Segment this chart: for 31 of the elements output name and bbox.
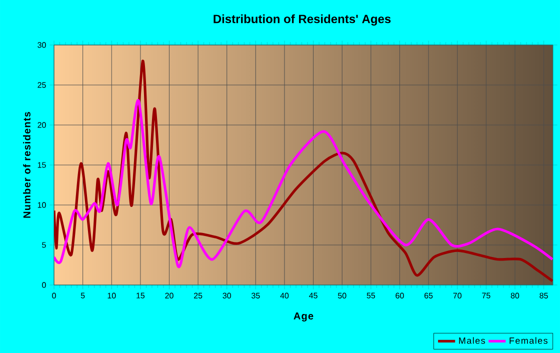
x-tick-label: 60 (396, 292, 404, 298)
y-tick-label: 15 (38, 162, 46, 168)
x-tick-label: 35 (252, 292, 260, 298)
x-tick-label: 40 (280, 292, 289, 298)
x-tick-label: 15 (136, 292, 145, 298)
legend-label: Males (459, 337, 485, 344)
y-tick-label: 20 (38, 122, 46, 128)
y-axis-title: Number of residents (23, 112, 30, 218)
y-tick-label: 25 (38, 82, 46, 88)
x-tick-label: 70 (453, 292, 462, 298)
line-series (54, 100, 553, 268)
y-tick-label: 5 (42, 242, 46, 248)
y-tick-label: 30 (38, 42, 46, 48)
x-tick-label: 65 (424, 292, 433, 298)
x-tick-label: 75 (482, 292, 490, 298)
x-axis-title: Age (294, 312, 314, 322)
y-tick-label: 0 (42, 282, 46, 288)
x-tick-label: 50 (338, 292, 346, 298)
y-tick-label: 10 (38, 202, 46, 208)
x-tick-label: 25 (194, 292, 202, 298)
x-tick-label: 80 (510, 292, 520, 298)
x-tick-label: 20 (165, 292, 174, 298)
x-tick-label: 30 (222, 292, 232, 298)
x-tick-label: 45 (309, 292, 318, 298)
legend-label: Females (510, 337, 548, 344)
x-tick-label: 85 (540, 292, 548, 298)
chart-title: Distribution of Residents' Ages (214, 14, 391, 26)
x-tick-label: 0 (52, 292, 56, 298)
x-tick-label: 55 (366, 292, 376, 298)
x-tick-label: 10 (108, 292, 116, 298)
x-tick-label: 5 (80, 292, 85, 298)
